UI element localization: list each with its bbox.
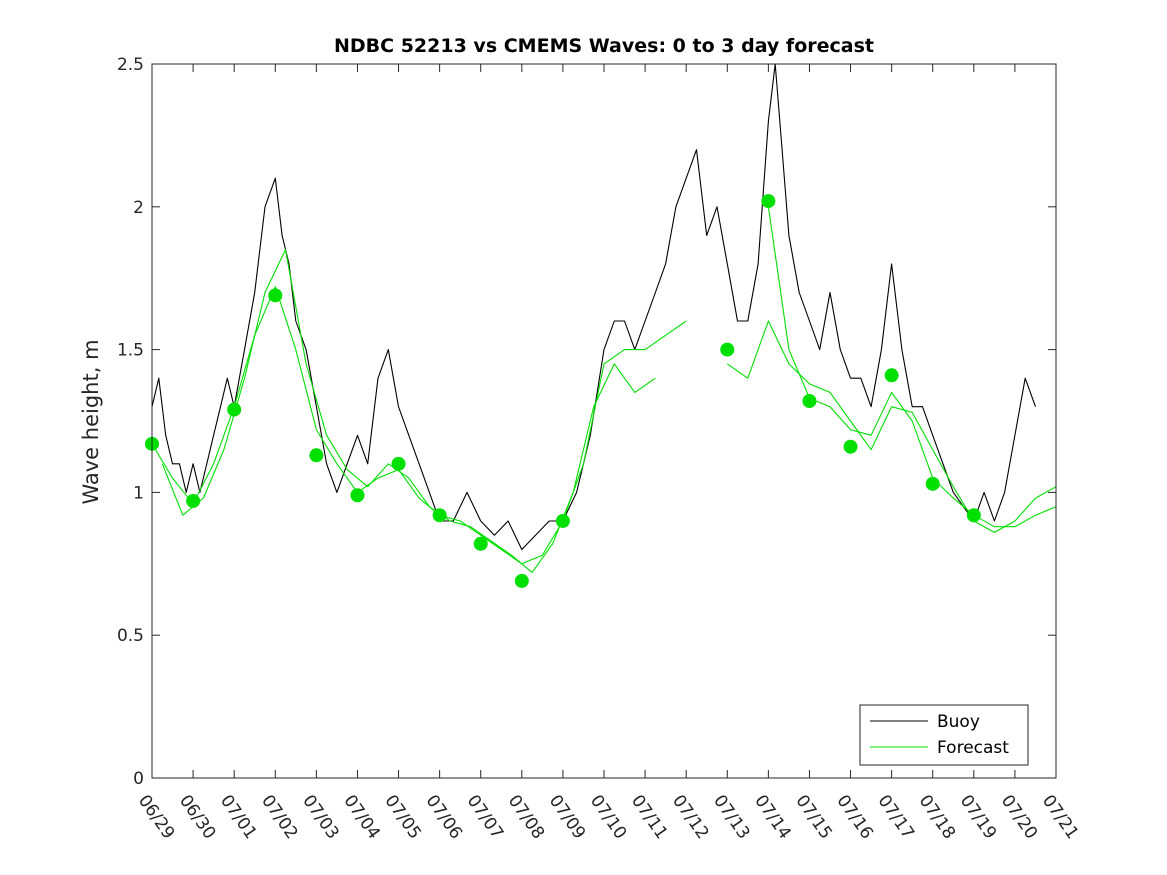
- y-tick-label: 1: [133, 483, 144, 503]
- forecast-series-line: [161, 249, 656, 573]
- forecast-marker: [350, 488, 365, 503]
- chart-title: NDBC 52213 vs CMEMS Waves: 0 to 3 day fo…: [334, 35, 874, 57]
- forecast-marker: [473, 536, 488, 551]
- forecast-marker: [925, 476, 940, 491]
- plot-background: [152, 64, 1056, 778]
- legend-label-buoy: Buoy: [937, 712, 980, 732]
- forecast-series-line: [726, 320, 1057, 533]
- forecast-marker: [514, 573, 529, 588]
- forecast-marker: [966, 508, 981, 523]
- legend-label-forecast: Forecast: [937, 738, 1009, 758]
- forecast-marker: [555, 513, 570, 528]
- forecast-series-line: [151, 286, 687, 565]
- legend: Buoy Forecast: [859, 704, 1029, 766]
- y-tick-label: 0: [133, 769, 144, 789]
- forecast-marker: [391, 456, 406, 471]
- y-tick-label: 0.5: [117, 626, 144, 646]
- forecast-marker: [227, 402, 242, 417]
- y-tick-label: 2: [133, 198, 144, 218]
- buoy-series-line: [151, 63, 1037, 551]
- y-tick-label: 2.5: [117, 55, 144, 75]
- forecast-marker: [884, 368, 899, 383]
- y-tick-label: 1.5: [117, 341, 144, 361]
- forecast-marker: [309, 448, 324, 463]
- y-axis-label: Wave height, m: [79, 339, 103, 504]
- forecast-marker: [843, 439, 858, 454]
- plot-area: 06/2906/3007/0107/0207/0307/0407/0507/06…: [117, 55, 1082, 843]
- legend-box: [859, 704, 1029, 766]
- forecast-marker: [432, 508, 447, 523]
- forecast-marker: [720, 342, 735, 357]
- forecast-marker: [802, 394, 817, 409]
- forecast-marker: [268, 288, 283, 303]
- forecast-marker: [186, 493, 201, 508]
- forecast-marker: [761, 194, 776, 209]
